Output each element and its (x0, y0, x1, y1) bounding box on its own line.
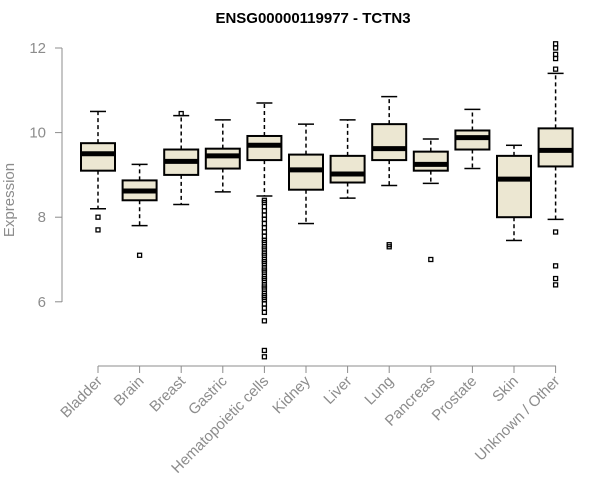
box-body (412, 150, 449, 172)
box-group (80, 110, 116, 233)
outlier-point (261, 225, 268, 231)
outlier-point (261, 229, 268, 235)
outlier-point (261, 216, 268, 222)
x-tick-label: Breast (146, 372, 189, 415)
y-ticks: 6 8 10 12 (29, 40, 62, 311)
box-group (496, 144, 532, 242)
outlier-point (261, 208, 268, 214)
outlier-point (261, 203, 268, 210)
outlier-point (261, 318, 268, 324)
box-body (371, 123, 408, 162)
outlier-point (552, 229, 559, 235)
x-tick-label: Brain (111, 373, 148, 410)
outlier-point (261, 309, 268, 316)
outlier-point (552, 66, 559, 72)
x-tick-label: Bladder (57, 373, 106, 422)
x-tick-label: Prostate (429, 373, 481, 425)
x-tick-label: Liver (320, 373, 355, 408)
boxes (80, 41, 574, 360)
box-body (204, 147, 241, 170)
box-body (246, 134, 283, 162)
outlier-point (261, 301, 268, 307)
x-tick-label: Lung (361, 373, 397, 409)
outlier-point (552, 45, 559, 51)
outlier-point (552, 282, 559, 288)
outlier-point (261, 212, 268, 218)
y-tick-label: 10 (29, 125, 46, 142)
outlier-point (136, 252, 143, 258)
box-body (496, 154, 532, 219)
box-group (537, 41, 574, 288)
box-group (412, 138, 449, 263)
outlier-point (95, 227, 101, 233)
outlier-point (386, 244, 392, 250)
box-group (371, 95, 408, 250)
y-tick-label: 6 (38, 294, 46, 311)
box-group (329, 119, 366, 199)
outlier-point (95, 214, 101, 220)
box-group (121, 163, 158, 258)
chart-title: ENSG00000119977 - TCTN3 (215, 10, 410, 27)
box-group (288, 123, 324, 225)
y-tick-label: 12 (29, 40, 46, 57)
y-tick-label: 8 (38, 209, 46, 226)
y-axis-title: Expression (1, 163, 18, 237)
box-body (329, 154, 366, 184)
box-group (246, 102, 283, 360)
outlier-point (261, 305, 268, 311)
outlier-point (552, 263, 559, 269)
x-tick-label: Kidney (269, 372, 314, 417)
outlier-point (552, 51, 559, 57)
box-group (204, 119, 241, 193)
box-body (537, 127, 574, 168)
outlier-point (178, 110, 184, 117)
box-group (454, 108, 491, 170)
outlier-point (261, 233, 268, 239)
box-group (163, 110, 200, 206)
outlier-point (261, 220, 268, 227)
box-body (80, 142, 116, 172)
x-tick-label: Skin (489, 373, 522, 406)
outlier-point (261, 354, 268, 360)
outlier-point (428, 256, 434, 263)
outlier-point (552, 275, 559, 282)
outlier-point (552, 55, 559, 62)
outlier-point (261, 347, 268, 354)
outlier-point (552, 41, 559, 47)
